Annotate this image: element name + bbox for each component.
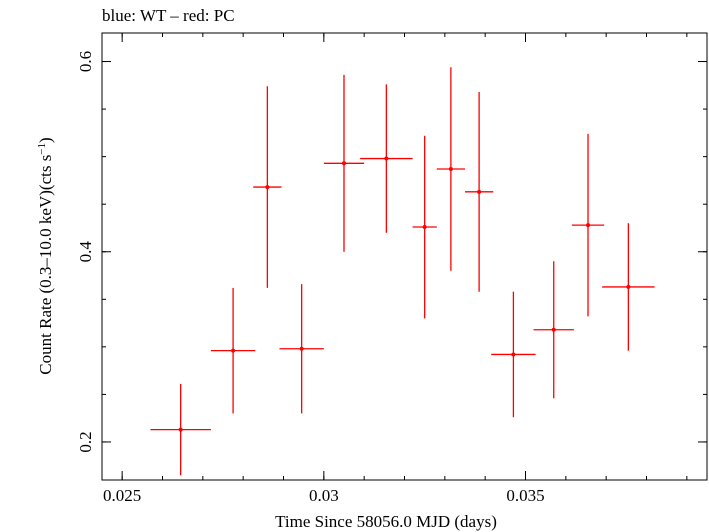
y-axis-label-exponent: −1 bbox=[36, 143, 48, 155]
x-tick-label: 0.035 bbox=[506, 486, 544, 505]
data-marker bbox=[342, 161, 346, 166]
data-marker bbox=[384, 156, 389, 161]
y-axis-label-main: Count Rate (0.3–10.0 keV)(cts s bbox=[36, 155, 55, 375]
data-marker bbox=[448, 167, 453, 172]
data-point bbox=[571, 133, 605, 317]
x-tick-label: 0.03 bbox=[309, 486, 339, 505]
data-point bbox=[412, 135, 437, 319]
chart-title: blue: WT – red: PC bbox=[102, 6, 235, 25]
data-marker bbox=[265, 185, 270, 190]
data-point bbox=[436, 67, 465, 271]
x-axis-label: Time Since 58056.0 MJD (days) bbox=[275, 512, 497, 531]
data-point bbox=[279, 284, 324, 414]
y-axis-label: Count Rate (0.3–10.0 keV)(cts s−1) bbox=[36, 137, 55, 374]
y-tick-label: 0.6 bbox=[76, 51, 95, 72]
data-point bbox=[602, 223, 655, 351]
data-marker bbox=[551, 327, 556, 332]
data-marker bbox=[477, 189, 482, 194]
data-marker bbox=[178, 427, 183, 432]
data-marker bbox=[299, 346, 304, 351]
y-tick-label: 0.4 bbox=[76, 241, 95, 263]
data-marker bbox=[422, 225, 427, 230]
data-marker bbox=[231, 348, 236, 353]
data-point bbox=[210, 287, 256, 414]
data-point bbox=[491, 291, 536, 418]
y-axis-label-close: ) bbox=[36, 137, 55, 143]
data-marker bbox=[626, 284, 631, 289]
plot-frame bbox=[101, 32, 708, 481]
x-tick-label: 0.025 bbox=[103, 486, 141, 505]
data-point bbox=[360, 84, 413, 233]
data-point bbox=[323, 74, 365, 252]
data-marker bbox=[586, 223, 591, 228]
data-marker bbox=[511, 352, 516, 357]
y-tick-label: 0.2 bbox=[76, 431, 95, 452]
data-point bbox=[253, 86, 282, 288]
data-point bbox=[465, 91, 494, 292]
data-points bbox=[150, 67, 655, 476]
y-axis-ticks: 0.2 0.4 0.6 bbox=[76, 51, 707, 453]
data-point bbox=[533, 261, 574, 399]
x-axis-ticks: 0.025 0.03 0.035 bbox=[103, 33, 688, 505]
data-point bbox=[150, 383, 211, 476]
